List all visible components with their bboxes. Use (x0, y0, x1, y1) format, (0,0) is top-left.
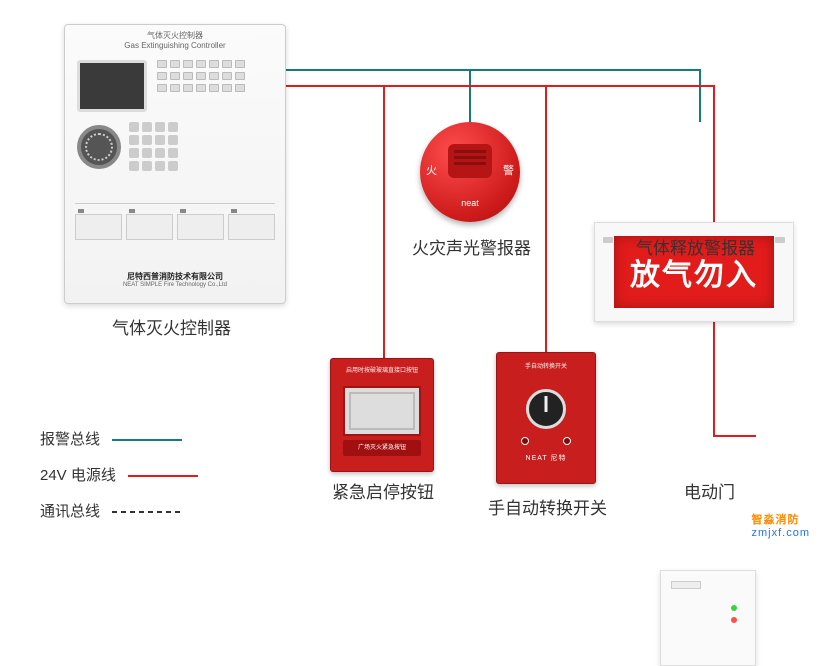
controller-knob (77, 125, 121, 169)
controller-button-grid (157, 60, 273, 112)
controller-header: 气体灭火控制器 Gas Extinguishing Controller (65, 25, 285, 50)
switch-leds (521, 437, 571, 445)
gas-release-label: 气体释放警报器 (636, 234, 755, 259)
legend-comm-bus: 通讯总线 (40, 500, 182, 521)
mode-switch-device: 手自动转换开关 NEAT 尼特 (496, 352, 596, 484)
watermark: 智淼消防 zmjxf.com (752, 511, 811, 539)
switch-brand: NEAT 尼特 (505, 453, 587, 463)
emergency-button-device: 启用时按破玻璃直接口按钮 广场灭火紧急按钮 (330, 358, 434, 472)
fire-alarm-device: 火 警 neat (420, 122, 520, 222)
mode-switch-label: 手自动转换开关 (488, 494, 607, 519)
watermark-brand: 智淼消防 (752, 514, 800, 526)
controller-title-cn: 气体灭火控制器 (65, 31, 285, 41)
legend-24v-label: 24V 电源线 (40, 467, 116, 484)
alarm-logo: neat (420, 198, 520, 208)
alarm-speaker-icon (448, 144, 492, 178)
controller-title-en: Gas Extinguishing Controller (65, 41, 285, 51)
controller-label: 气体灭火控制器 (112, 314, 231, 339)
legend-24v-line (128, 475, 198, 477)
controller-screen (77, 60, 147, 112)
door-leds (731, 605, 737, 629)
emergency-glass-icon (343, 386, 421, 436)
legend-comm-bus-label: 通讯总线 (40, 503, 100, 520)
emergency-top-text: 启用时按破玻璃直接口按钮 (337, 365, 427, 383)
alarm-right-char: 警 (503, 162, 514, 178)
wire-alarm-bus (286, 70, 700, 122)
electric-door-label: 电动门 (684, 478, 735, 503)
controller-panel: 气体灭火控制器 Gas Extinguishing Controller 尼特西… (64, 24, 286, 304)
emergency-red-button: 广场灭火紧急按钮 (343, 440, 421, 456)
watermark-url: zmjxf.com (752, 527, 811, 539)
switch-top-text: 手自动转换开关 (505, 361, 587, 375)
controller-terminals (75, 203, 275, 243)
legend-24v: 24V 电源线 (40, 464, 198, 485)
alarm-left-char: 火 (426, 162, 437, 178)
legend-alarm-bus-line (112, 439, 182, 441)
controller-keypad (129, 122, 178, 171)
electric-door-device (660, 570, 756, 666)
switch-dial-icon (526, 389, 566, 429)
legend-comm-bus-line (112, 511, 182, 513)
fire-alarm-label: 火灾声光警报器 (412, 234, 531, 259)
emergency-button-label: 紧急启停按钮 (332, 478, 434, 503)
door-tag-icon (671, 581, 701, 589)
controller-brand: 尼特西普消防技术有限公司 NEAT SIMPLE Fire Technology… (65, 271, 285, 288)
legend-alarm-bus-label: 报警总线 (40, 431, 100, 448)
legend-alarm-bus: 报警总线 (40, 428, 182, 449)
